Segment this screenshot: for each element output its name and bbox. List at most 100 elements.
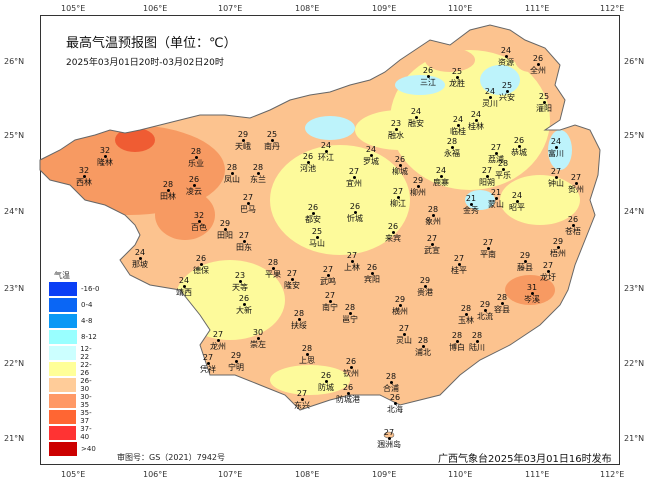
city-label: 27 宜州 — [346, 167, 362, 188]
city-dot-icon — [242, 240, 246, 243]
lat-tick: 25°N — [624, 131, 645, 140]
city-dot-icon — [270, 139, 274, 142]
city-dot-icon — [256, 172, 260, 175]
city-dot-icon — [256, 337, 260, 340]
city-dot-icon — [246, 202, 250, 205]
legend-label: 30-35 — [80, 393, 92, 409]
city-name: 龙州 — [210, 342, 226, 351]
city-temperature: 26 — [307, 203, 319, 212]
city-temperature: 29 — [552, 237, 564, 246]
city-name: 那坡 — [132, 260, 148, 269]
city-label: 29 天峨 — [235, 130, 251, 151]
city-temperature: 28 — [293, 309, 305, 318]
map-subtitle: 2025年03月01日20时-03月02日20时 — [66, 58, 224, 68]
legend-label: 12-22 — [80, 345, 92, 361]
lat-tick: 22°N — [624, 359, 645, 368]
city-name: 平南 — [480, 250, 496, 259]
legend-swatch — [49, 410, 77, 424]
city-name: 融安 — [408, 119, 424, 128]
legend-item: 8-12 — [40, 329, 100, 345]
city-dot-icon — [182, 285, 186, 288]
city-dot-icon — [469, 203, 473, 206]
city-dot-icon — [439, 175, 443, 178]
lon-tick: 108°E — [295, 4, 320, 13]
city-name: 崇左 — [250, 340, 266, 349]
city-name: 柳州 — [410, 188, 426, 197]
city-label: 29 田阳 — [217, 219, 233, 240]
city-temperature: 26 — [302, 152, 314, 161]
legend-swatch — [49, 282, 77, 296]
lat-tick: 21°N — [4, 434, 25, 443]
city-label: 27 东兴 — [294, 389, 310, 410]
city-label: 27 武鸣 — [320, 265, 336, 286]
city-temperature: 21 — [490, 188, 502, 197]
legend-label: -16-0 — [81, 285, 100, 293]
city-name: 武鸣 — [320, 277, 336, 286]
lat-tick: 26°N — [624, 57, 645, 66]
city-temperature: 28 — [252, 163, 264, 172]
city-dot-icon — [464, 313, 468, 316]
city-label: 27 隆安 — [284, 269, 300, 290]
city-name: 横州 — [392, 307, 408, 316]
city-name: 上思 — [299, 356, 315, 365]
lon-tick: 107°E — [218, 4, 243, 13]
city-name: 三江 — [420, 78, 436, 87]
city-label: 26 柳城 — [392, 155, 408, 176]
city-label: 28 博白 — [449, 331, 465, 352]
city-temperature: 26 — [389, 393, 401, 402]
city-label: 29 柳州 — [410, 176, 426, 197]
city-temperature: 29 — [394, 295, 406, 304]
city-label: 30 崇左 — [250, 328, 266, 349]
city-temperature: 23 — [234, 271, 246, 280]
city-dot-icon — [574, 182, 578, 185]
city-dot-icon — [530, 292, 534, 295]
city-dot-icon — [349, 366, 353, 369]
city-temperature: 27 — [202, 353, 214, 362]
city-name: 平果 — [265, 270, 281, 279]
city-dot-icon — [515, 200, 519, 203]
city-dot-icon — [324, 150, 328, 153]
city-temperature: 28 — [226, 163, 238, 172]
lat-tick: 24°N — [4, 207, 25, 216]
city-label: 26 凌云 — [186, 175, 202, 196]
city-dot-icon — [230, 172, 234, 175]
legend-label: >40 — [81, 445, 96, 453]
city-dot-icon — [389, 381, 393, 384]
legend-label: 26-30 — [80, 377, 92, 393]
city-dot-icon — [223, 228, 227, 231]
city-temperature: 27 — [212, 330, 224, 339]
city-dot-icon — [353, 211, 357, 214]
legend-swatch — [49, 378, 77, 392]
city-temperature: 28 — [427, 205, 439, 214]
city-name: 巴马 — [240, 205, 256, 214]
city-dot-icon — [523, 260, 527, 263]
city-label: 26 全州 — [530, 54, 546, 75]
city-dot-icon — [370, 272, 374, 275]
city-temperature: 24 — [511, 191, 523, 200]
city-dot-icon — [431, 214, 435, 217]
city-temperature: 26 — [567, 215, 579, 224]
city-dot-icon — [542, 101, 546, 104]
city-temperature: 24 — [484, 87, 496, 96]
legend-swatch — [49, 394, 77, 408]
city-name: 邕宁 — [342, 315, 358, 324]
city-label: 27 龙州 — [210, 330, 226, 351]
city-name: 南丹 — [264, 142, 280, 151]
city-dot-icon — [396, 196, 400, 199]
legend-swatch — [49, 426, 77, 440]
city-dot-icon — [192, 184, 196, 187]
city-name: 钦州 — [343, 369, 359, 378]
lon-tick: 111°E — [525, 470, 550, 479]
city-temperature: 29 — [519, 251, 531, 260]
city-temperature: 27 — [570, 173, 582, 182]
city-temperature: 32 — [99, 146, 111, 155]
city-dot-icon — [369, 154, 373, 157]
city-name: 田林 — [160, 192, 176, 201]
legend-item: 37-40 — [40, 425, 100, 441]
city-name: 都安 — [305, 215, 321, 224]
city-name: 北流 — [477, 312, 493, 321]
city-temperature: 27 — [286, 269, 298, 278]
lat-tick: 21°N — [624, 434, 645, 443]
city-name: 桂林 — [468, 122, 484, 131]
